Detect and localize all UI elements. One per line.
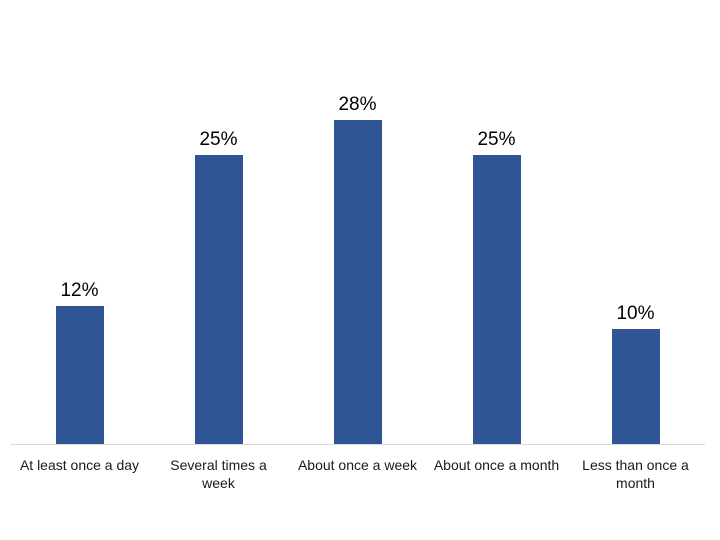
category-label: About once a week [297,457,418,473]
data-label: 25% [477,129,516,150]
bar [194,155,243,445]
data-label: 12% [60,280,99,301]
bar [55,306,104,445]
category-label: Several times a week [170,457,267,491]
x-axis-line [10,444,705,445]
category-label-slot: About once a month [427,456,566,492]
category-label-slot: Several times a week [149,456,288,492]
bar [472,155,521,445]
data-label: 28% [338,94,377,115]
category-label-slot: At least once a day [10,456,149,492]
bar-slot: 10% [566,0,705,445]
bar [333,120,382,445]
data-label: 25% [199,129,238,150]
category-label: Less than once a month [582,457,689,491]
bar-slot: 28% [288,0,427,445]
category-label-slot: About once a week [288,456,427,492]
bar-slot: 12% [10,0,149,445]
bar [611,329,660,445]
category-label-slot: Less than once a month [566,456,705,492]
x-axis-labels: At least once a day Several times a week A… [10,456,705,492]
bar-slot: 25% [427,0,566,445]
bar-slot: 25% [149,0,288,445]
category-label: About once a month [433,457,560,473]
plot-area: 12% 25% 28% 25% 10% [10,0,705,445]
category-label: At least once a day [19,457,140,473]
data-label: 10% [616,303,655,324]
